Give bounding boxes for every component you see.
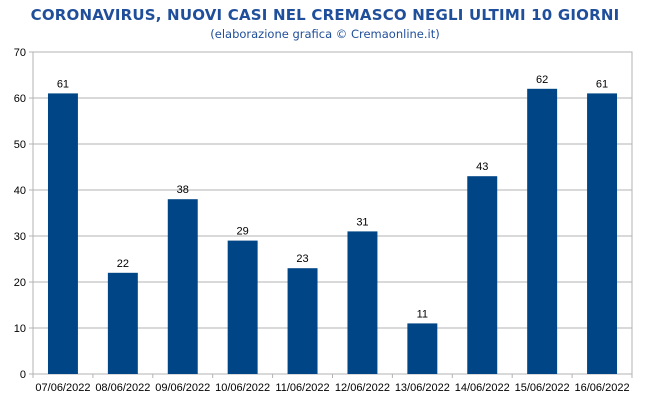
x-tick-label: 15/06/2022 [515,382,570,394]
chart-subtitle: (elaborazione grafica © Cremaonline.it) [210,27,440,41]
bar [527,88,558,375]
bar [587,93,618,375]
x-tick-label: 14/06/2022 [455,382,510,394]
y-tick-label: 20 [14,277,26,289]
data-label: 61 [57,78,69,90]
y-tick-label: 30 [14,231,26,243]
data-label: 62 [536,74,548,86]
bar [227,240,258,374]
data-label: 11 [417,308,428,320]
data-label: 23 [296,253,308,265]
bar [47,93,78,375]
bar [467,176,498,374]
y-tick-label: 40 [14,185,26,197]
bar [347,231,378,374]
bar [407,323,438,374]
bar [107,272,138,374]
x-tick-label: 16/06/2022 [575,382,630,394]
y-tick-label: 60 [14,93,26,105]
x-tick-label: 11/06/2022 [275,382,329,394]
x-tick-label: 13/06/2022 [395,382,450,394]
data-label: 61 [596,78,608,90]
y-tick-label: 0 [20,369,26,381]
data-label: 43 [476,161,488,173]
bar [167,199,198,374]
y-tick-label: 50 [14,139,26,151]
data-label: 31 [356,216,368,228]
y-tick-label: 70 [14,47,26,59]
x-tick-label: 10/06/2022 [215,382,270,394]
data-label: 38 [177,184,189,196]
x-tick-label: 07/06/2022 [35,382,90,394]
x-tick-label: 12/06/2022 [335,382,390,394]
x-tick-label: 08/06/2022 [95,382,150,394]
x-tick-label: 09/06/2022 [155,382,210,394]
data-label: 22 [117,258,129,270]
bar [287,268,318,374]
y-tick-label: 10 [14,323,26,335]
chart-title: CORONAVIRUS, NUOVI CASI NEL CREMASCO NEG… [30,6,620,24]
data-label: 29 [237,226,249,238]
